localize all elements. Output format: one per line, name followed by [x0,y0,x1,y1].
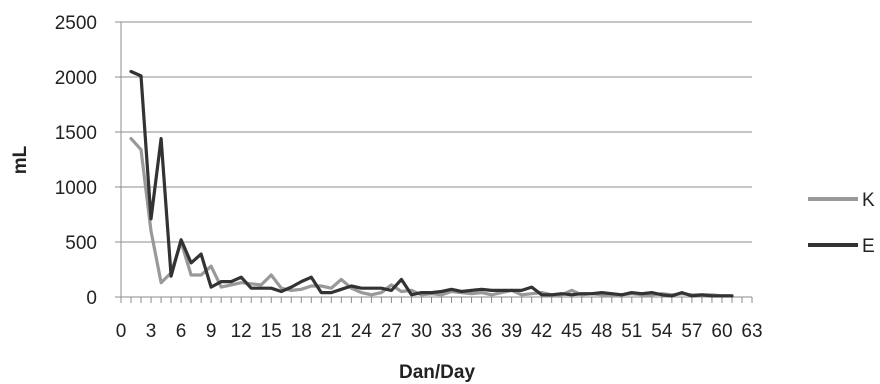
x-tick-label: 57 [681,321,702,342]
x-tick-label: 39 [501,321,522,342]
legend: K E [808,190,875,257]
x-tick-label: 27 [381,321,402,342]
series-line-e [129,69,734,298]
x-tick-label: 9 [206,321,217,342]
x-tick-label: 3 [146,321,157,342]
legend-item-k: K [808,190,875,211]
x-tick-label: 63 [741,321,762,342]
x-tick-label: 45 [561,321,582,342]
x-tick-label: 21 [321,321,342,342]
x-axis-title: Dan/Day [399,362,475,383]
gridlines [121,21,752,243]
x-tick-label: 36 [471,321,492,342]
x-tick-label: 0 [116,321,127,342]
x-tick-label: 12 [231,321,252,342]
x-tick-label: 24 [351,321,373,342]
series-lines [129,69,734,298]
legend-label-e: E [862,236,875,257]
legend-label-k: K [862,190,875,211]
y-tick-label: 500 [65,233,97,254]
y-tick-label: 2000 [55,68,97,89]
x-tick-label: 60 [711,321,732,342]
x-tick-label: 6 [176,321,187,342]
x-tick-label: 54 [651,321,673,342]
x-tick-label: 48 [591,321,612,342]
legend-item-e: E [808,236,875,257]
x-tick-label: 30 [411,321,432,342]
y-axis-title: mL [10,145,31,174]
x-tick-label: 18 [291,321,312,342]
x-tick-label: 33 [441,321,462,342]
x-tick-label: 15 [261,321,282,342]
y-tick-label: 0 [86,288,97,309]
axes [115,21,753,303]
x-tick-label: 51 [621,321,642,342]
series-line-k [129,137,734,298]
y-tick-label: 1000 [55,178,97,199]
x-tick-label: 42 [531,321,552,342]
y-tick-label: 1500 [55,123,97,144]
y-tick-label: 2500 [55,13,97,34]
